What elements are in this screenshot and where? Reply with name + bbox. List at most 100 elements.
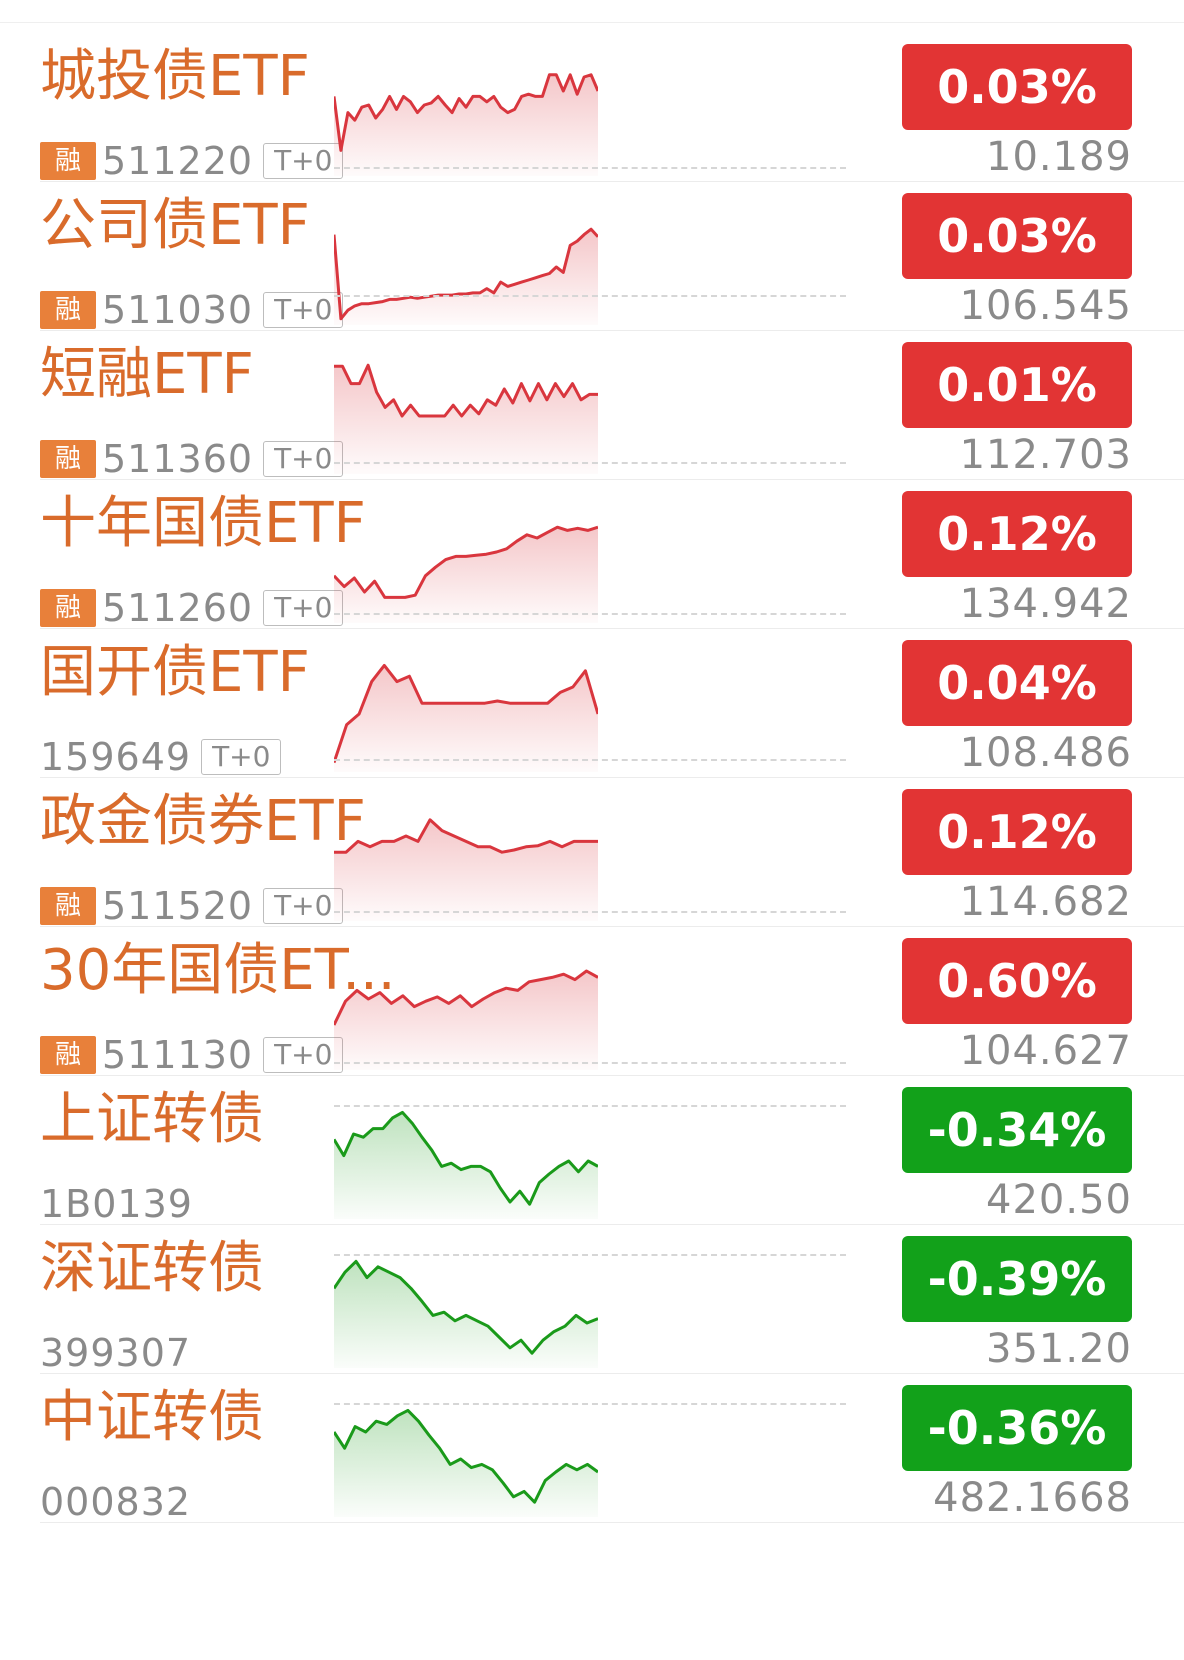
intraday-sparkline <box>334 1259 598 1368</box>
prev-close-dashline <box>334 910 846 913</box>
row-divider <box>40 181 1184 182</box>
t0-tag: T+0 <box>201 739 282 775</box>
security-code: 1B0139 <box>40 1182 193 1226</box>
row-divider <box>40 1075 1184 1076</box>
t0-tag: T+0 <box>263 292 344 328</box>
security-code: 511360 <box>102 437 254 481</box>
sparkline-line <box>334 818 598 854</box>
list-item[interactable]: 国开债ETF 159649 T+0 0.04% 108.486 <box>0 620 1184 779</box>
sparkline-line <box>334 1259 598 1355</box>
list-item[interactable]: 深证转债 399307 -0.39% 351.20 <box>0 1216 1184 1375</box>
security-name: 公司债ETF <box>40 193 310 258</box>
security-name: 中证转债 <box>40 1385 264 1450</box>
last-price: 108.486 <box>959 730 1132 776</box>
intraday-sparkline <box>334 73 598 176</box>
prev-close-dashline <box>334 1105 846 1108</box>
sparkline-area <box>334 365 598 474</box>
change-percent-badge: 0.03% <box>902 193 1132 279</box>
list-item[interactable]: 公司债ETF 融 511030 T+0 0.03% 106.545 <box>0 173 1184 332</box>
row-divider <box>40 777 1184 778</box>
security-name: 政金债券ETF <box>40 789 366 854</box>
intraday-sparkline <box>334 1408 598 1517</box>
list-item[interactable]: 短融ETF 融 511360 T+0 0.01% 112.703 <box>0 322 1184 481</box>
margin-badge: 融 <box>40 440 96 478</box>
intraday-sparkline <box>334 969 598 1070</box>
sparkline-area <box>334 1261 598 1368</box>
security-meta: 融 511260 T+0 <box>40 586 344 630</box>
row-divider <box>40 1373 1184 1374</box>
row-divider <box>40 926 1184 927</box>
prev-close-dashline <box>334 1403 846 1406</box>
sparkline-line <box>334 1408 598 1504</box>
prev-close-dashline <box>334 1061 846 1064</box>
prev-close-dashline <box>334 166 846 169</box>
intraday-sparkline <box>334 818 598 921</box>
margin-badge: 融 <box>40 887 96 925</box>
security-meta: 159649 T+0 <box>40 735 282 779</box>
prev-close-dashline <box>334 462 846 465</box>
security-code: 159649 <box>40 735 192 779</box>
list-item[interactable]: 政金债券ETF 融 511520 T+0 0.12% 114.682 <box>0 769 1184 928</box>
prev-close-dashline <box>334 294 846 297</box>
last-price: 106.545 <box>959 283 1132 329</box>
list-item[interactable]: 十年国债ETF 融 511260 T+0 0.12% 134.942 <box>0 471 1184 630</box>
security-code: 511260 <box>102 586 254 630</box>
row-divider <box>40 1224 1184 1225</box>
security-name: 30年国债ET... <box>40 938 396 1003</box>
security-name: 国开债ETF <box>40 640 310 705</box>
list-item[interactable]: 30年国债ET... 融 511130 T+0 0.60% 104.627 <box>0 918 1184 1077</box>
intraday-sparkline <box>334 227 598 325</box>
last-price: 112.703 <box>959 432 1132 478</box>
sparkline-line <box>334 663 598 764</box>
security-code: 511030 <box>102 288 254 332</box>
row-divider <box>40 628 1184 629</box>
security-code: 511520 <box>102 884 254 928</box>
security-meta: 融 511520 T+0 <box>40 884 344 928</box>
list-item[interactable]: 中证转债 000832 -0.36% 482.1668 <box>0 1365 1184 1524</box>
intraday-sparkline <box>334 525 598 623</box>
security-code: 511220 <box>102 139 254 183</box>
security-name: 十年国债ETF <box>40 491 366 556</box>
security-name: 深证转债 <box>40 1236 264 1301</box>
sparkline-area <box>334 74 598 176</box>
list-item[interactable]: 城投债ETF 融 511220 T+0 0.03% 10.189 <box>0 24 1184 183</box>
security-code: 511130 <box>102 1033 254 1077</box>
sparkline-area <box>334 527 598 623</box>
change-percent-badge: 0.03% <box>902 44 1132 130</box>
change-percent-badge: -0.36% <box>902 1385 1132 1471</box>
prev-close-dashline <box>334 612 846 615</box>
sparkline-area <box>334 819 598 921</box>
security-code: 000832 <box>40 1480 192 1524</box>
sparkline-area <box>334 971 598 1070</box>
security-name: 城投债ETF <box>40 44 310 109</box>
sparkline-area <box>334 665 598 772</box>
intraday-sparkline <box>334 663 598 772</box>
last-price: 114.682 <box>959 879 1132 925</box>
last-price: 10.189 <box>986 134 1132 180</box>
row-divider <box>40 479 1184 480</box>
last-price: 420.50 <box>986 1177 1132 1223</box>
margin-badge: 融 <box>40 142 96 180</box>
t0-tag: T+0 <box>263 590 344 626</box>
change-percent-badge: 0.60% <box>902 938 1132 1024</box>
security-meta: 399307 <box>40 1331 191 1375</box>
sparkline-area <box>334 1112 598 1219</box>
security-name: 短融ETF <box>40 342 254 407</box>
row-divider <box>40 1522 1184 1523</box>
prev-close-dashline <box>334 759 846 762</box>
intraday-sparkline <box>334 1110 598 1219</box>
last-price: 351.20 <box>986 1326 1132 1372</box>
security-meta: 融 511130 T+0 <box>40 1033 344 1077</box>
change-percent-badge: -0.34% <box>902 1087 1132 1173</box>
list-item[interactable]: 上证转债 1B0139 -0.34% 420.50 <box>0 1067 1184 1226</box>
change-percent-badge: -0.39% <box>902 1236 1132 1322</box>
sparkline-line <box>334 227 598 321</box>
intraday-sparkline <box>334 363 598 474</box>
sparkline-line <box>334 1110 598 1206</box>
margin-badge: 融 <box>40 589 96 627</box>
margin-badge: 融 <box>40 291 96 329</box>
sparkline-line <box>334 73 598 152</box>
prev-close-dashline <box>334 1254 846 1257</box>
change-percent-badge: 0.12% <box>902 789 1132 875</box>
security-name: 上证转债 <box>40 1087 264 1152</box>
